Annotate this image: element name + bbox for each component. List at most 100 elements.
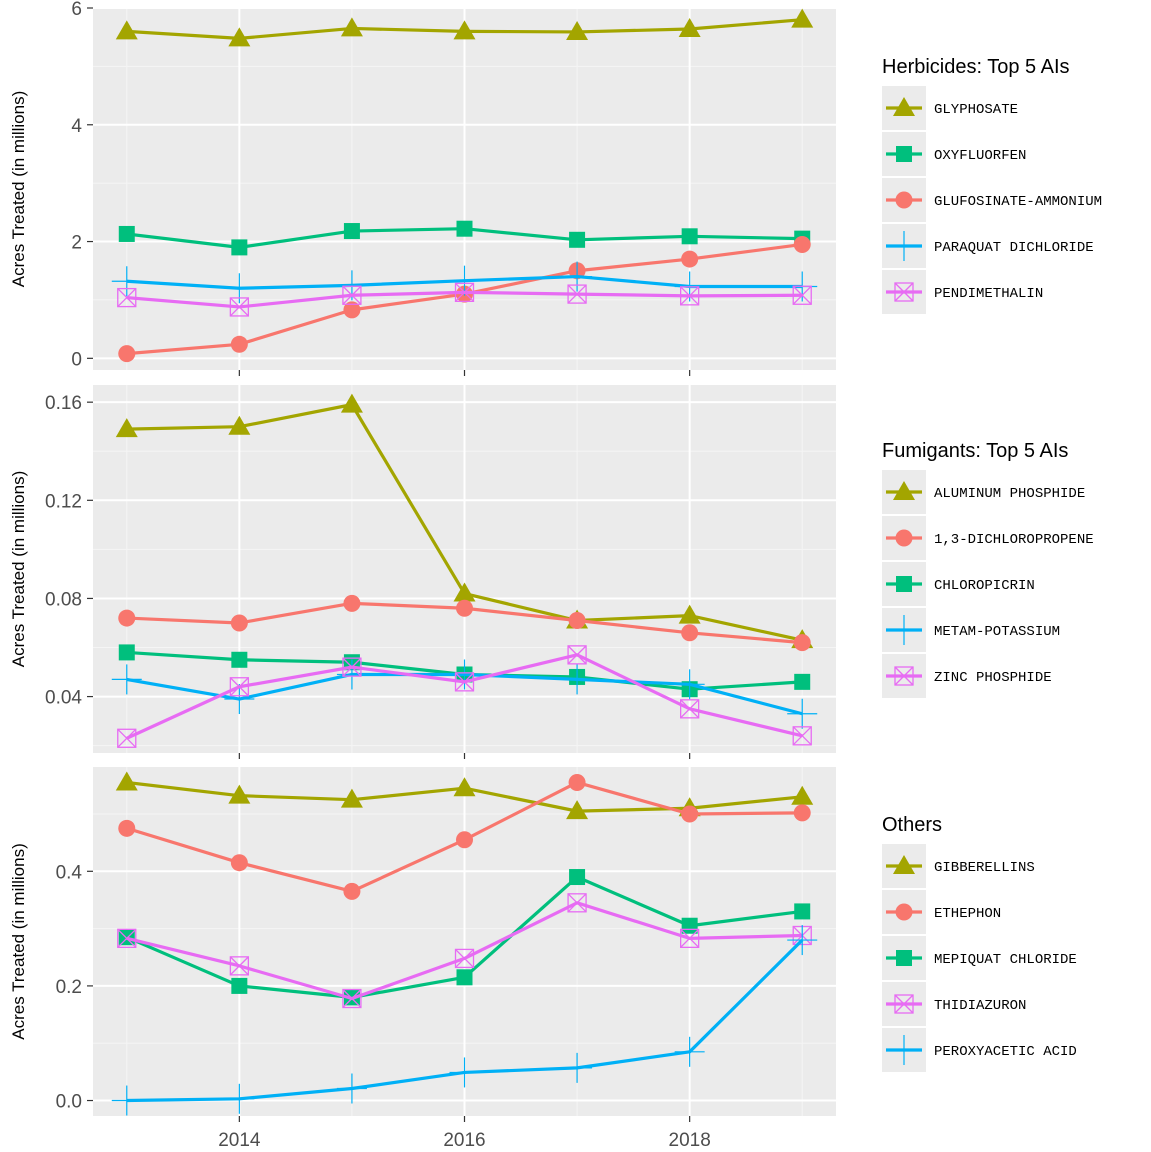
data-point [229,677,249,697]
data-point [117,287,137,308]
data-point [342,657,362,677]
data-point [792,285,812,305]
legend-key-marker [896,576,912,592]
y-tick-label: 4 [71,116,82,137]
data-point [230,854,248,872]
data-point [793,804,811,822]
data-point [681,805,699,823]
y-axis-label: Acres Treated (in millions) [9,91,28,288]
data-point [562,664,593,695]
legend-key-marker [895,903,913,921]
legend-key-glufosinate-ammonium [882,178,926,222]
x-tick-label: 2018 [669,1130,711,1151]
data-point [566,20,589,40]
x-tick-label: 2016 [443,1130,485,1151]
data-point [454,948,475,969]
data-point [456,831,473,849]
data-point [115,771,138,791]
data-point [231,651,248,668]
legend-key-marker [895,191,913,209]
data-point [454,672,475,692]
legend-key-paraquat-dichloride [882,224,926,268]
data-point [343,882,361,900]
data-point [456,220,473,237]
panel-3: 0.0 0.2 0.4 2014 2016 2018 Acres Treated (in m… [9,767,1077,1151]
legend-key-marker [889,615,919,645]
data-point [229,297,249,317]
data-point [678,604,701,624]
data-point [342,988,362,1009]
legend-key-glyphosate [882,86,926,130]
y-axis-label: Acres Treated (in millions) [9,843,28,1040]
panel-1: 0 2 4 6 Acres Treated (in millions) Herbicide… [9,0,1102,376]
data-point [111,266,142,297]
legend: Others GIBBERELLINS ETHEPHON MEPIQUAT CHLOR… [882,814,1077,1072]
y-axis-label: Acres Treated (in millions) [9,471,28,668]
legend-key-marker [889,1035,919,1065]
data-point [231,239,248,256]
legend-label: GLUFOSINATE-AMMONIUM [934,194,1102,210]
panel-2: 0.04 0.08 0.12 0.16 Acres Treated (in millio… [9,385,1094,759]
data-point [453,777,476,797]
data-point [456,599,473,617]
legend-key-marker [894,666,914,686]
data-point [449,1057,480,1088]
data-point [681,228,698,245]
series-1-3-dichloropropene [118,594,811,652]
data-point [229,956,249,976]
legend-key-aluminum-phosphide [882,470,926,514]
legend: Fumigants: Top 5 AIs ALUMINUM PHOSPHIDE 1,… [882,440,1094,698]
legend-key-pendimethalin [882,270,926,314]
data-point [787,698,818,729]
legend-label: ALUMINUM PHOSPHIDE [934,486,1085,502]
data-point [343,301,361,319]
legend-key-oxyfluorfen [882,132,926,176]
data-point [340,17,363,37]
legend-label: ZINC PHOSPHIDE [934,670,1052,686]
data-point [567,645,587,665]
y-tick-label: 0 [71,349,82,370]
data-point [681,917,698,934]
legend-key-marker [894,994,914,1014]
plot-area [111,8,818,363]
data-point [791,8,814,28]
legend-label: GIBBERELLINS [934,860,1035,876]
y-tick-label: 0.16 [45,393,82,414]
data-point [453,20,476,40]
data-point [118,609,136,627]
data-point [228,784,251,804]
legend-key-metam-potassium [882,608,926,652]
data-point [678,18,701,38]
data-point [115,20,138,40]
legend-key-gibberellins [882,844,926,888]
legend-key-marker [893,97,915,116]
data-point [567,893,587,913]
data-point [118,225,135,242]
plot-area [111,771,818,1116]
legend-key-marker [896,950,912,966]
legend-label: PARAQUAT DICHLORIDE [934,240,1094,256]
legend-label: MEPIQUAT CHLORIDE [934,952,1077,968]
data-point [568,612,586,630]
data-point [568,773,586,791]
legend-label: PENDIMETHALIN [934,286,1043,302]
y-tick-label: 0.0 [56,1092,82,1113]
series-oxyfluorfen [118,220,811,256]
data-point [342,285,362,305]
x-tick-label: 2014 [218,1130,261,1151]
data-point [674,669,705,700]
legend-key-marker [889,231,919,261]
legend-label: 1,3-DICHLOROPROPENE [934,532,1094,548]
data-point [453,582,476,602]
legend-title: Others [882,814,942,836]
data-point [792,726,812,746]
data-point [118,929,135,946]
data-point [117,728,137,748]
data-point [680,928,700,948]
data-point [449,265,480,296]
data-point [228,415,251,435]
legend-title: Herbicides: Top 5 AIs [882,56,1070,78]
data-point [794,903,811,920]
data-point [456,969,473,986]
